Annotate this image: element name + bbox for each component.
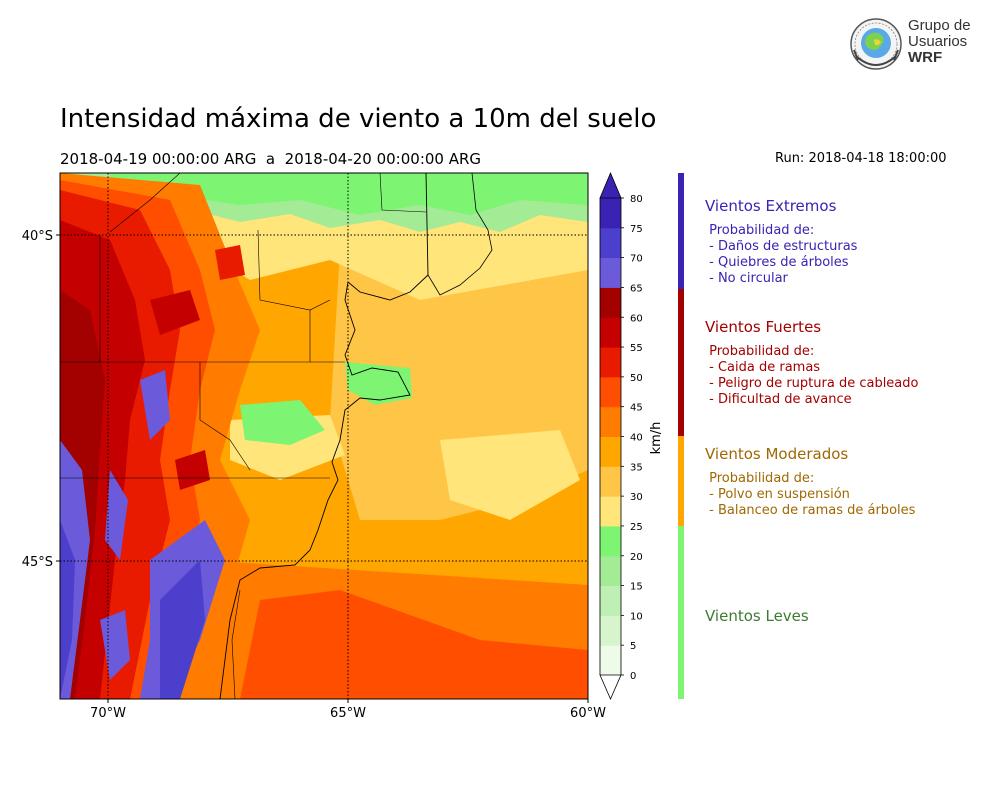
colorbar-tick-label: 60 [630,313,643,324]
legend-moderados-body: Probabilidad de: - Polvo en suspensión -… [709,471,916,518]
colorbar-segment [600,287,621,318]
colorbar-segment [600,615,621,646]
run-time: Run: 2018-04-18 18:00:00 [775,151,947,166]
colorbar-tick-label: 50 [630,373,643,384]
legend-fuertes-title: Vientos Fuertes [705,318,822,336]
legend-moderados-title: Vientos Moderados [705,445,849,463]
lat-label-40s: 40°S [22,229,53,244]
colorbar-tick-label: 20 [630,552,643,563]
legend-bar-leves [678,526,684,699]
colorbar-tick-label: 75 [630,224,643,235]
chart-title: Intensidad máxima de viento a 10m del su… [60,104,657,134]
colorbar-tick-label: 65 [630,283,643,294]
colorbar-tick-label: 5 [630,641,636,652]
colorbar: 0 5 10 15 20 25 30 35 40 45 50 55 60 65 70 75 80 [599,171,643,700]
forecast-period: 2018-04-19 00:00:00 ARG a 2018-04-20 00:… [60,150,482,168]
colorbar-tick-label: 35 [630,462,643,473]
lon-label-60w: 60°W [570,706,606,721]
colorbar-tick-label: 15 [630,582,643,593]
colorbar-segment [600,466,621,497]
legend-bar-moderados [678,436,684,526]
globe-seal-icon [850,18,902,70]
colorbar-tick-label: 45 [630,403,643,414]
legend-fuertes-body: Probabilidad de: - Caida de ramas - Peli… [709,344,919,407]
colorbar-tick-label: 25 [630,522,643,533]
colorbar-segment [600,645,621,676]
colorbar-segment [600,317,621,348]
colorbar-tick-label: 80 [630,194,643,205]
colorbar-tick-label: 55 [630,343,643,354]
lon-label-65w: 65°W [330,706,366,721]
legend-leves-title: Vientos Leves [705,607,809,625]
legend-extremos-title: Vientos Extremos [705,197,837,215]
logo-text: Grupo de Usuarios WRF [908,17,971,66]
colorbar-tick-label: 10 [630,611,643,622]
colorbar-segment [600,525,621,557]
colorbar-tick-label: 40 [630,433,643,444]
colorbar-segment [600,347,621,378]
map-frame [59,172,589,700]
colorbar-segment [600,496,621,527]
colorbar-segment [600,257,621,288]
colorbar-tick-label: 0 [630,671,636,682]
colorbar-unit-label: km/h [649,422,664,455]
colorbar-segment [600,406,621,437]
legend-extremos-body: Probabilidad de: - Daños de estructuras … [709,223,858,286]
legend-bar-fuertes [678,289,684,436]
lon-label-70w: 70°W [90,706,126,721]
lat-label-45s: 45°S [22,555,53,570]
colorbar-segment [600,198,621,229]
legend-bar-extremos [678,173,684,289]
colorbar-segment [600,376,621,408]
colorbar-segment [600,555,621,587]
colorbar-segment [600,227,621,259]
colorbar-tick-label: 30 [630,492,643,503]
colorbar-segment [600,585,621,616]
colorbar-tick-label: 70 [630,254,643,265]
wrf-logo: Grupo de Usuarios WRF [848,16,978,76]
colorbar-max-extend [599,171,622,199]
colorbar-min-extend [599,674,622,700]
wind-field [60,173,588,699]
colorbar-segment [600,436,621,467]
